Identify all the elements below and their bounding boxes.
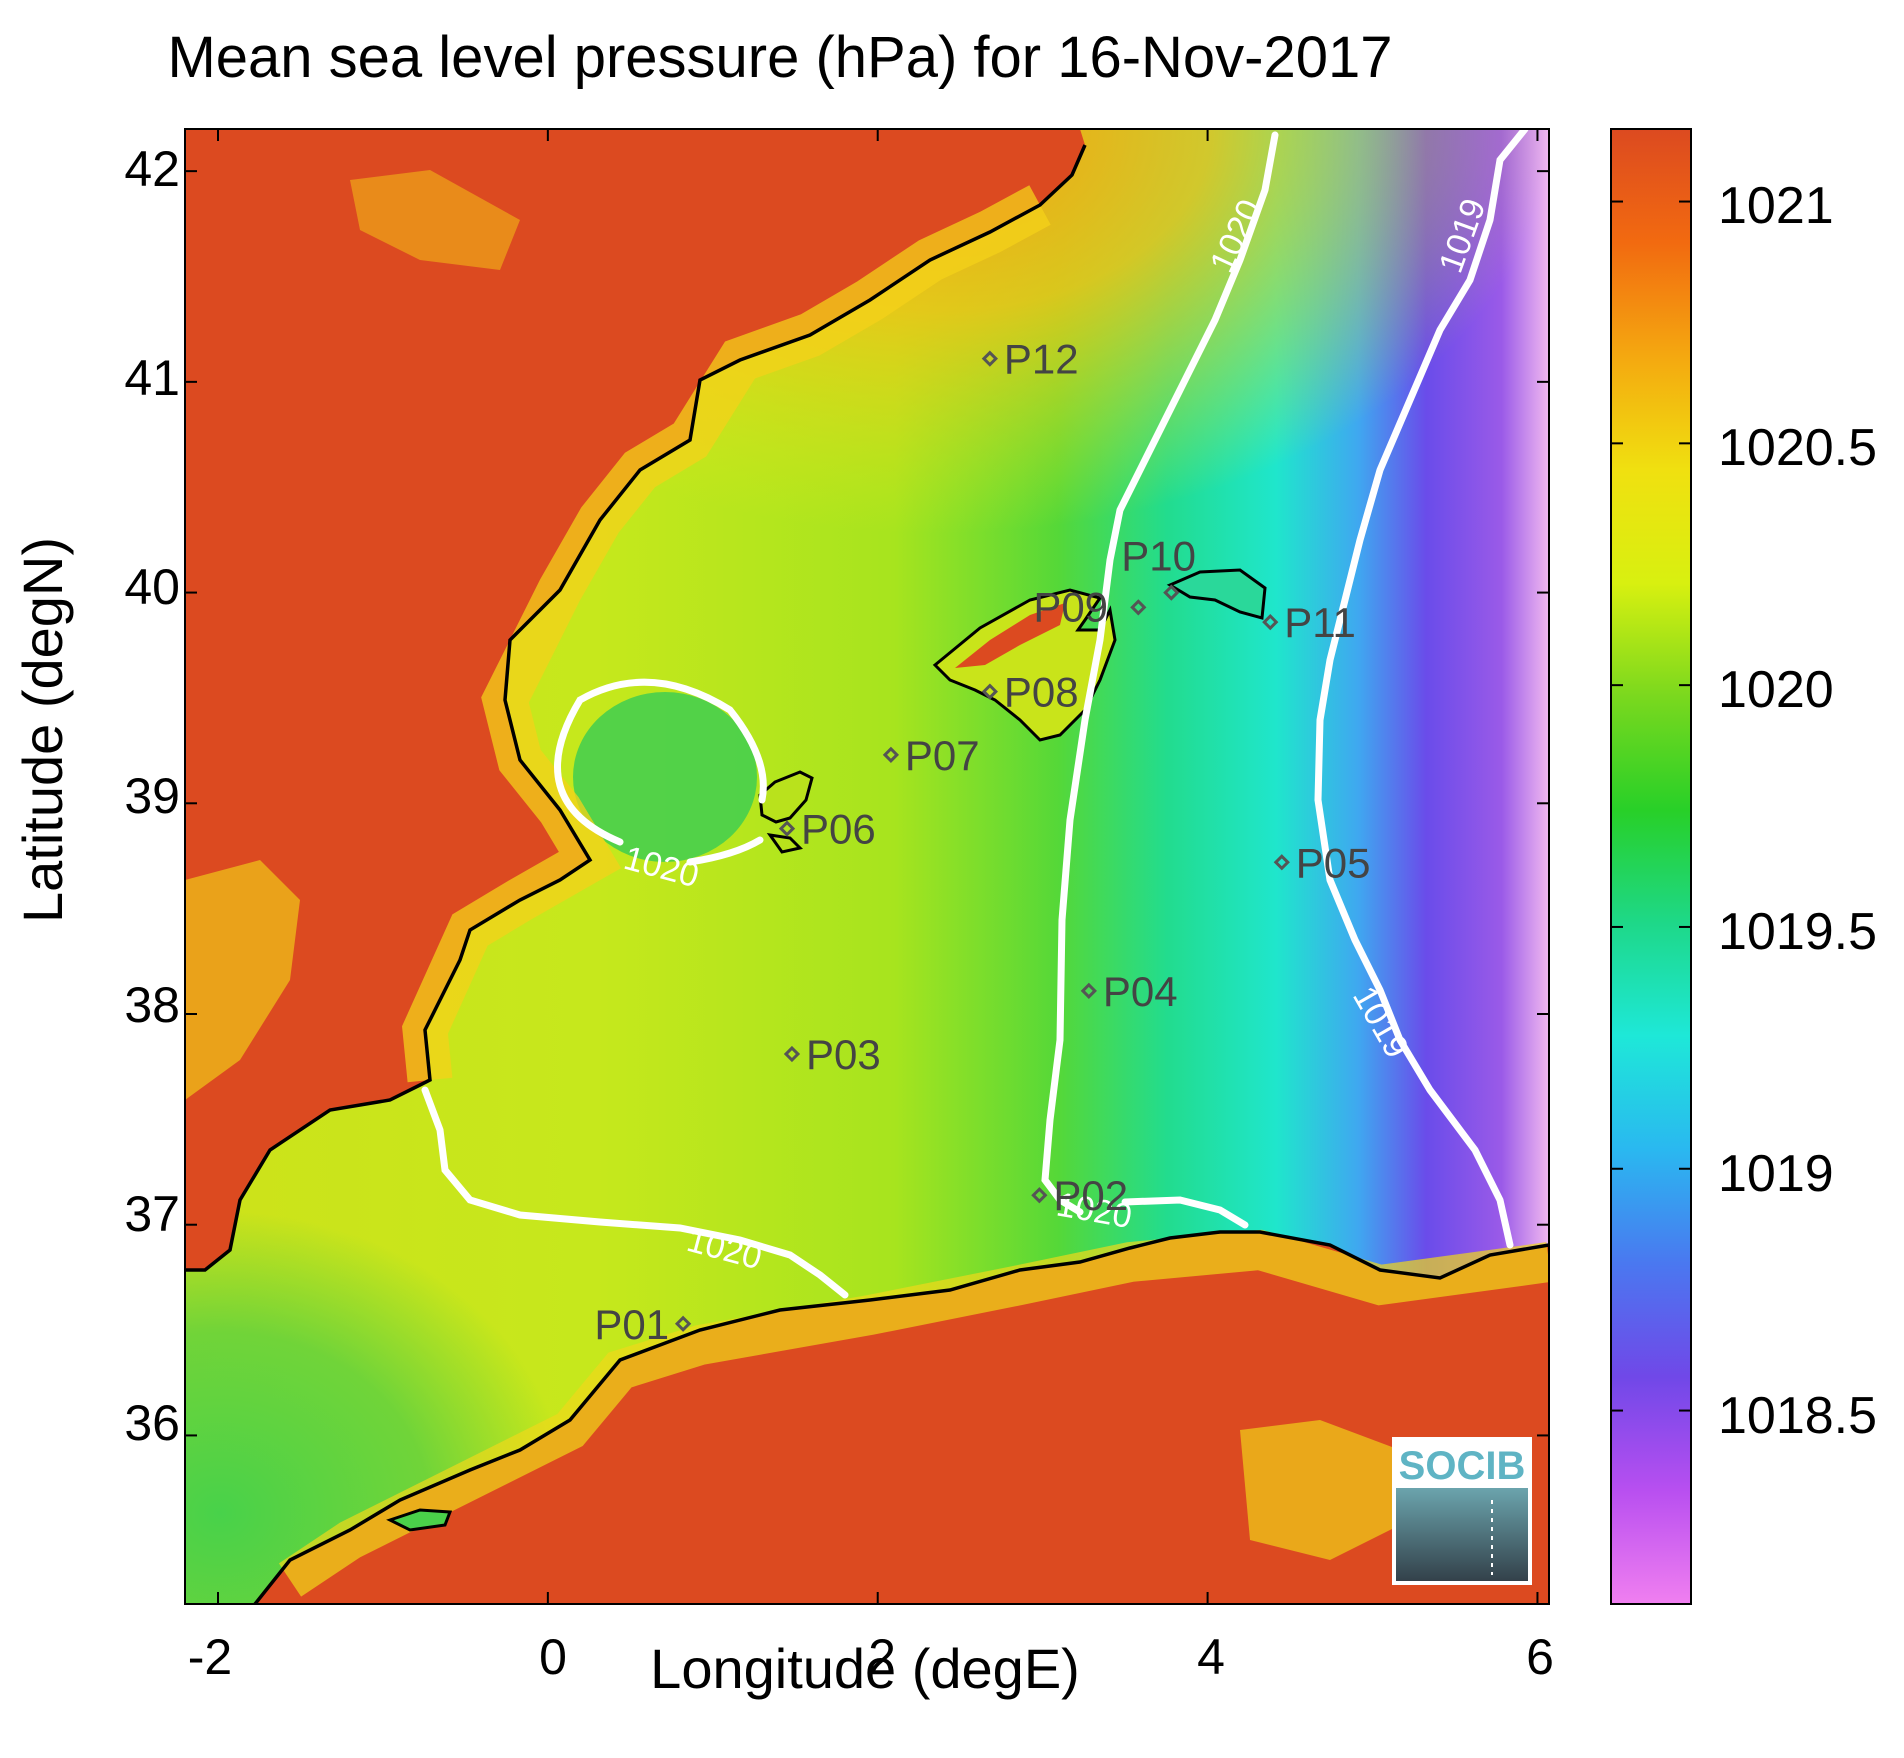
y-tick-label: 39 — [124, 768, 180, 824]
colorbar-tick-label: 1020 — [1718, 661, 1834, 719]
y-tick-label: 41 — [124, 350, 180, 406]
iberia-interior-variation-2 — [350, 170, 520, 270]
chart-title: Mean sea level pressure (hPa) for 16-Nov… — [167, 25, 1393, 90]
station-p08: P08 — [981, 669, 1079, 716]
station-p03: P03 — [783, 1031, 881, 1078]
station-label: P09 — [1033, 583, 1108, 630]
alboran-island — [386, 1508, 453, 1532]
station-marker — [783, 1045, 801, 1063]
iberia-land — [185, 129, 1085, 1270]
station-marker — [882, 746, 900, 763]
isobar-contours — [421, 129, 1529, 1299]
isobar-1020-alboran — [421, 1086, 849, 1299]
station-marker — [1130, 599, 1147, 616]
station-marker — [1080, 982, 1097, 999]
station-marker — [1273, 854, 1290, 871]
station-label: P01 — [594, 1301, 669, 1348]
station-label: P10 — [1121, 533, 1196, 580]
y-tick-label: 36 — [124, 1395, 180, 1451]
x-axis-label: Longitude (degE) — [650, 1637, 1080, 1700]
iberia-interior-variation — [185, 860, 300, 1100]
station-marker — [981, 683, 998, 700]
north-africa-coastal-band — [278, 1229, 1549, 1597]
y-tick-label: 42 — [124, 141, 180, 197]
station-label: P12 — [1004, 336, 1079, 383]
isobar-1020-east — [1041, 131, 1279, 1216]
station-label: P06 — [801, 806, 876, 853]
x-tick-label: 2 — [868, 1629, 896, 1685]
colorbar-gradient — [1610, 128, 1692, 1605]
station-p12: P12 — [981, 336, 1079, 383]
y-axis-label: Latitude (degN) — [11, 537, 74, 924]
station-label: P03 — [806, 1031, 881, 1078]
colorbar-tick-label: 1020.5 — [1718, 419, 1878, 477]
station-p06: P06 — [778, 806, 876, 853]
station-p10: P10 — [1121, 533, 1196, 601]
stations-layer: P01 P02 P03 P04 P05 P06 P07 P08 P09 P10 P11 P12 — [594, 336, 1370, 1348]
station-p09: P09 — [1033, 583, 1147, 630]
station-p05: P05 — [1273, 839, 1371, 886]
colorbar-tick-label: 1021 — [1718, 177, 1834, 235]
station-p04: P04 — [1080, 968, 1178, 1015]
colorbar-tick-label: 1019 — [1718, 1145, 1834, 1203]
isobar-1020-cell — [554, 678, 767, 866]
colorbar — [1610, 128, 1692, 1605]
station-marker — [674, 1315, 692, 1332]
north-africa-coastline — [253, 1230, 1549, 1604]
logo-text: SOCIB — [1399, 1444, 1526, 1488]
station-label: P11 — [1284, 599, 1356, 646]
colorbar-tick-label: 1018.5 — [1718, 1387, 1878, 1445]
x-tick-label: 0 — [539, 1629, 567, 1685]
formentera-island — [766, 832, 803, 854]
ibiza-island — [758, 770, 814, 824]
mallorca-mountains — [955, 603, 1065, 668]
socib-logo: SOCIB — [1392, 1437, 1532, 1585]
station-marker — [1163, 584, 1180, 601]
station-marker — [778, 820, 796, 837]
x-tick-label: 4 — [1197, 1629, 1225, 1685]
x-tick-label: -2 — [187, 1629, 233, 1685]
station-marker — [981, 350, 998, 367]
menorca-island — [1166, 568, 1267, 620]
iberia-coastline — [185, 144, 1087, 1272]
isobar-1019 — [1314, 129, 1529, 1249]
y-tick-label: 38 — [124, 977, 180, 1033]
y-tick-label: 40 — [124, 559, 180, 615]
north-africa-land — [255, 1232, 1549, 1604]
colorbar-tick-label: 1019.5 — [1718, 903, 1878, 961]
station-label: P08 — [1004, 669, 1079, 716]
station-label: P07 — [905, 732, 980, 779]
station-label: P05 — [1296, 839, 1371, 886]
colorbar-tick-marks — [1611, 200, 1691, 1412]
station-label: P04 — [1103, 968, 1178, 1015]
x-tick-label: 6 — [1526, 1629, 1554, 1685]
station-marker — [1262, 613, 1279, 631]
station-p02: P02 — [1031, 1172, 1128, 1219]
plot-frame — [184, 128, 1550, 1605]
north-africa-interior-variation — [1240, 1420, 1410, 1560]
low-pressure-cell — [573, 692, 757, 862]
y-tick-label: 37 — [124, 1186, 180, 1242]
axis-tick-marks — [185, 129, 1549, 1604]
isobar-1020-south — [1121, 1196, 1249, 1229]
station-p07: P07 — [882, 732, 980, 779]
station-marker — [1031, 1187, 1048, 1204]
station-p11: P11 — [1262, 599, 1356, 646]
mallorca-island — [932, 588, 1117, 742]
station-label: P02 — [1053, 1172, 1128, 1219]
station-p01: P01 — [594, 1301, 692, 1348]
